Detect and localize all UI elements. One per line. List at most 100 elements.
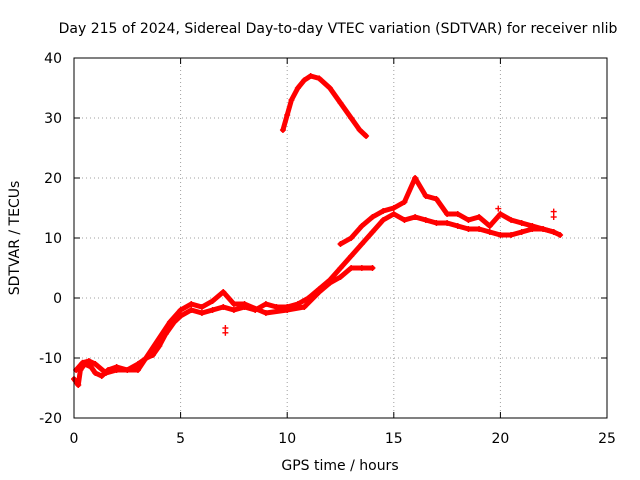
series-secondary-band — [73, 265, 376, 376]
data-point — [497, 211, 504, 217]
data-point — [209, 307, 216, 313]
data-point — [337, 274, 344, 280]
data-point — [102, 370, 109, 376]
data-point — [188, 307, 195, 313]
data-point — [508, 217, 515, 223]
data-point — [284, 112, 291, 118]
data-point — [156, 343, 163, 349]
data-point — [337, 265, 344, 271]
data-point — [316, 289, 323, 295]
data-point — [284, 307, 291, 313]
chart-title: Day 215 of 2024, Sidereal Day-to-day VTE… — [59, 21, 618, 37]
series-line-secondary-band — [73, 265, 375, 376]
data-point — [433, 196, 440, 202]
x-tick-label: 0 — [70, 431, 79, 447]
data-point — [444, 211, 451, 217]
y-tick-label: 10 — [44, 231, 62, 247]
data-point — [518, 220, 525, 226]
data-point — [529, 223, 536, 229]
data-point — [422, 193, 429, 199]
x-tick-label: 5 — [176, 431, 185, 447]
data-point — [326, 85, 333, 91]
data-point — [358, 241, 365, 247]
data-point — [412, 214, 419, 220]
data-point — [75, 382, 82, 388]
data-point — [380, 208, 387, 214]
data-point — [326, 280, 333, 286]
data-point — [358, 265, 365, 271]
data-point — [550, 229, 557, 235]
data-point — [508, 232, 515, 238]
x-axis-label: GPS time / hours — [281, 458, 398, 474]
data-point — [301, 77, 308, 84]
data-point — [262, 310, 269, 316]
y-tick-label: -10 — [39, 351, 62, 367]
data-point — [557, 232, 564, 238]
data-point — [279, 127, 286, 133]
y-tick-label: 40 — [44, 51, 62, 67]
x-tick-label: 25 — [598, 431, 616, 447]
data-point — [348, 115, 355, 121]
data-point — [88, 364, 95, 370]
data-point — [230, 307, 237, 313]
data-point — [220, 304, 227, 310]
data-point — [134, 367, 141, 373]
series-line-arc-segment — [280, 73, 369, 139]
data-point — [294, 85, 301, 91]
data-point — [486, 223, 493, 229]
data-point — [301, 304, 308, 310]
data-point — [188, 301, 195, 307]
data-point — [497, 232, 504, 238]
data-point — [412, 175, 419, 181]
x-tick-label: 20 — [491, 431, 509, 447]
series-isolated-points — [222, 205, 557, 336]
axes: 0 5 10 15 20 25 -20 -10 0 10 20 30 40 — [39, 51, 616, 447]
data-point — [465, 217, 472, 223]
data-point — [422, 217, 429, 223]
data-point — [337, 100, 344, 106]
data-point — [476, 226, 483, 232]
grid-lines — [74, 58, 607, 418]
data-point — [92, 361, 99, 367]
data-point — [454, 211, 461, 217]
y-tick-label: 0 — [53, 291, 62, 307]
data-point — [316, 75, 323, 82]
data-point — [98, 373, 105, 379]
data-point — [390, 211, 397, 217]
y-tick-label: -20 — [39, 411, 62, 427]
data-point — [348, 265, 355, 271]
data-point — [85, 358, 92, 364]
data-point — [230, 301, 237, 307]
y-tick-label: 20 — [44, 171, 62, 187]
data-point — [380, 217, 387, 223]
data-series — [71, 73, 564, 388]
data-point — [177, 307, 184, 313]
data-point — [363, 133, 370, 139]
data-point — [220, 289, 227, 295]
data-point — [550, 208, 557, 215]
data-point — [369, 229, 376, 235]
data-point — [262, 301, 269, 307]
y-axis-label: SDTVAR / TECUs — [7, 181, 23, 296]
data-point — [348, 253, 355, 259]
data-point — [444, 220, 451, 226]
plot-frame — [73, 57, 608, 419]
data-point — [288, 97, 295, 103]
data-point — [113, 367, 120, 373]
data-point — [433, 220, 440, 226]
data-point — [198, 304, 205, 310]
data-point — [198, 310, 205, 316]
data-point — [337, 241, 344, 247]
series-arc-segment — [279, 73, 370, 139]
data-point — [495, 205, 502, 212]
data-point — [465, 226, 472, 232]
data-point — [348, 235, 355, 241]
data-point — [241, 301, 248, 307]
data-point — [222, 329, 229, 336]
y-tick-label: 30 — [44, 111, 62, 127]
data-point — [166, 319, 173, 325]
data-point — [454, 223, 461, 229]
data-point — [358, 223, 365, 229]
data-point — [307, 73, 314, 79]
